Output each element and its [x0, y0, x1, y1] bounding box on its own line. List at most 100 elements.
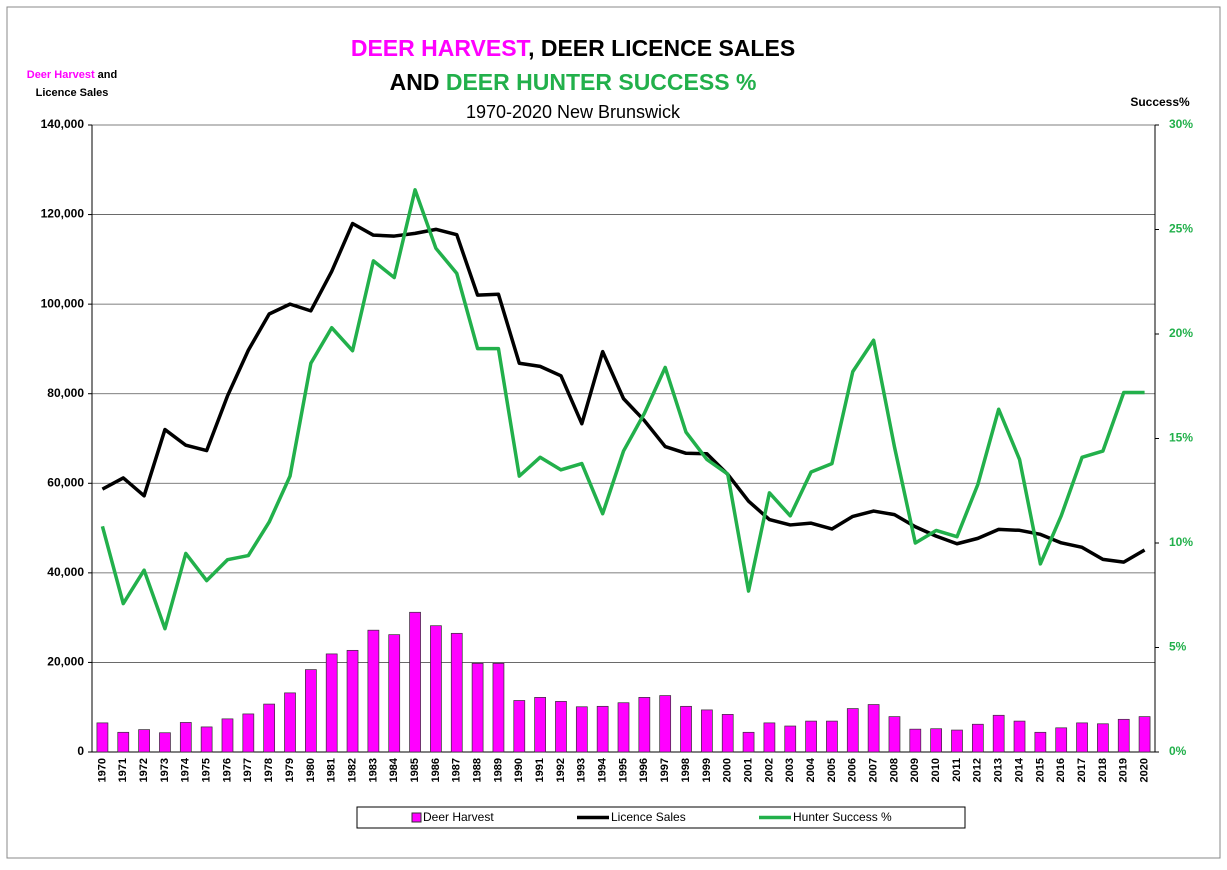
bar: [1055, 727, 1068, 753]
y2-tick-label: 15%: [1169, 431, 1193, 445]
x-tick-label: 1971: [117, 758, 129, 782]
x-tick-label: 1976: [221, 758, 233, 782]
bar: [305, 669, 317, 753]
x-tick-label: 2014: [1013, 757, 1025, 782]
bar: [909, 728, 922, 753]
text-part: Licence Sales: [36, 87, 109, 99]
bar: [1117, 718, 1130, 753]
x-tick-label: 1981: [326, 758, 338, 782]
bar: [826, 720, 838, 753]
legend-label: Hunter Success %: [793, 810, 892, 824]
bar: [846, 708, 859, 753]
x-tick-label: 1990: [513, 758, 525, 782]
x-tick-label: 2019: [1118, 758, 1130, 782]
bar: [971, 723, 984, 753]
y2-axis-label: Success%: [1130, 95, 1190, 109]
x-tick-label: 2020: [1138, 758, 1150, 782]
x-tick-label: 2001: [742, 758, 754, 782]
bar: [805, 720, 817, 753]
y2-tick-label: 0%: [1169, 744, 1187, 758]
x-tick-label: 1975: [201, 758, 213, 782]
bar: [221, 718, 234, 753]
y2-tick-label: 30%: [1169, 117, 1193, 131]
x-tick-label: 1974: [180, 757, 192, 782]
bar: [763, 722, 776, 753]
x-tick-label: 1998: [680, 758, 692, 782]
x-tick-label: 2012: [972, 758, 984, 782]
x-tick-label: 1982: [346, 758, 358, 782]
bar: [409, 611, 421, 753]
x-tick-label: 1986: [430, 758, 442, 782]
bar: [284, 692, 296, 753]
bar: [659, 695, 672, 753]
bar: [534, 697, 546, 753]
x-tick-label: 1995: [617, 758, 629, 782]
bar: [263, 703, 276, 753]
chart-title: DEER HARVEST, DEER LICENCE SALES: [351, 35, 795, 61]
x-tick-label: 1993: [576, 758, 588, 782]
x-tick-label: 1994: [597, 757, 609, 782]
bar: [1034, 731, 1047, 753]
x-tick-label: 2015: [1034, 758, 1046, 782]
bar: [346, 649, 359, 753]
bar: [742, 731, 755, 753]
bar: [1013, 720, 1026, 753]
x-tick-label: 1972: [138, 758, 150, 782]
bar: [513, 700, 526, 753]
x-tick-label: 2004: [805, 757, 817, 782]
y2-tick-label: 10%: [1169, 535, 1193, 549]
x-tick-label: 2011: [951, 758, 963, 782]
x-tick-label: 2018: [1097, 758, 1109, 782]
x-tick-label: 2016: [1055, 758, 1067, 782]
bar: [96, 722, 109, 753]
line: [100, 188, 1145, 631]
text-part: DEER HUNTER SUCCESS %: [446, 69, 757, 95]
y-tick-label: 20,000: [47, 655, 84, 669]
x-tick-label: 1987: [451, 758, 463, 782]
text-part: and: [95, 69, 118, 81]
x-tick-label: 1977: [242, 758, 254, 782]
x-tick-label: 1978: [263, 758, 275, 782]
x-tick-label: 1983: [367, 758, 379, 782]
bar: [888, 716, 901, 753]
text-part: AND: [390, 69, 446, 95]
x-tick-label: 2010: [930, 758, 942, 782]
chart-subtitle: 1970-2020 New Brunswick: [466, 102, 681, 122]
bar: [117, 731, 130, 753]
y-tick-label: 40,000: [47, 565, 84, 579]
bar: [242, 713, 255, 753]
legend-label: Deer Harvest: [423, 810, 494, 824]
x-tick-label: 2000: [722, 758, 734, 782]
legend-box: [356, 806, 966, 829]
bar: [680, 705, 692, 753]
y-axis-label: Deer Harvest and: [27, 69, 118, 81]
chart-frame: [6, 6, 1221, 859]
x-tick-label: 1992: [555, 758, 567, 782]
y2-tick-label: 20%: [1169, 326, 1193, 340]
bar: [596, 705, 609, 753]
x-tick-label: 2013: [993, 758, 1005, 782]
y-tick-label: 60,000: [47, 475, 84, 489]
text-part: DEER HARVEST: [351, 35, 531, 61]
x-tick-label: 1997: [659, 758, 671, 782]
x-tick-label: 2006: [847, 758, 859, 782]
bar: [1138, 716, 1151, 753]
x-tick-label: 2008: [888, 758, 900, 782]
bar: [1076, 722, 1088, 753]
bar: [138, 729, 150, 753]
x-tick-label: 1979: [284, 758, 296, 782]
x-tick-label: 2007: [868, 758, 880, 782]
bar: [1097, 723, 1109, 753]
y2-tick-label: 5%: [1169, 640, 1187, 654]
y-tick-label: 120,000: [41, 207, 85, 221]
bar: [492, 662, 505, 753]
x-tick-label: 1989: [492, 758, 504, 782]
bar: [471, 662, 484, 753]
bar: [701, 709, 713, 753]
x-tick-label: 1973: [159, 758, 171, 782]
x-tick-label: 2005: [826, 758, 838, 782]
x-tick-label: 1988: [472, 758, 484, 782]
bar: [721, 714, 734, 753]
x-tick-label: 1996: [638, 758, 650, 782]
